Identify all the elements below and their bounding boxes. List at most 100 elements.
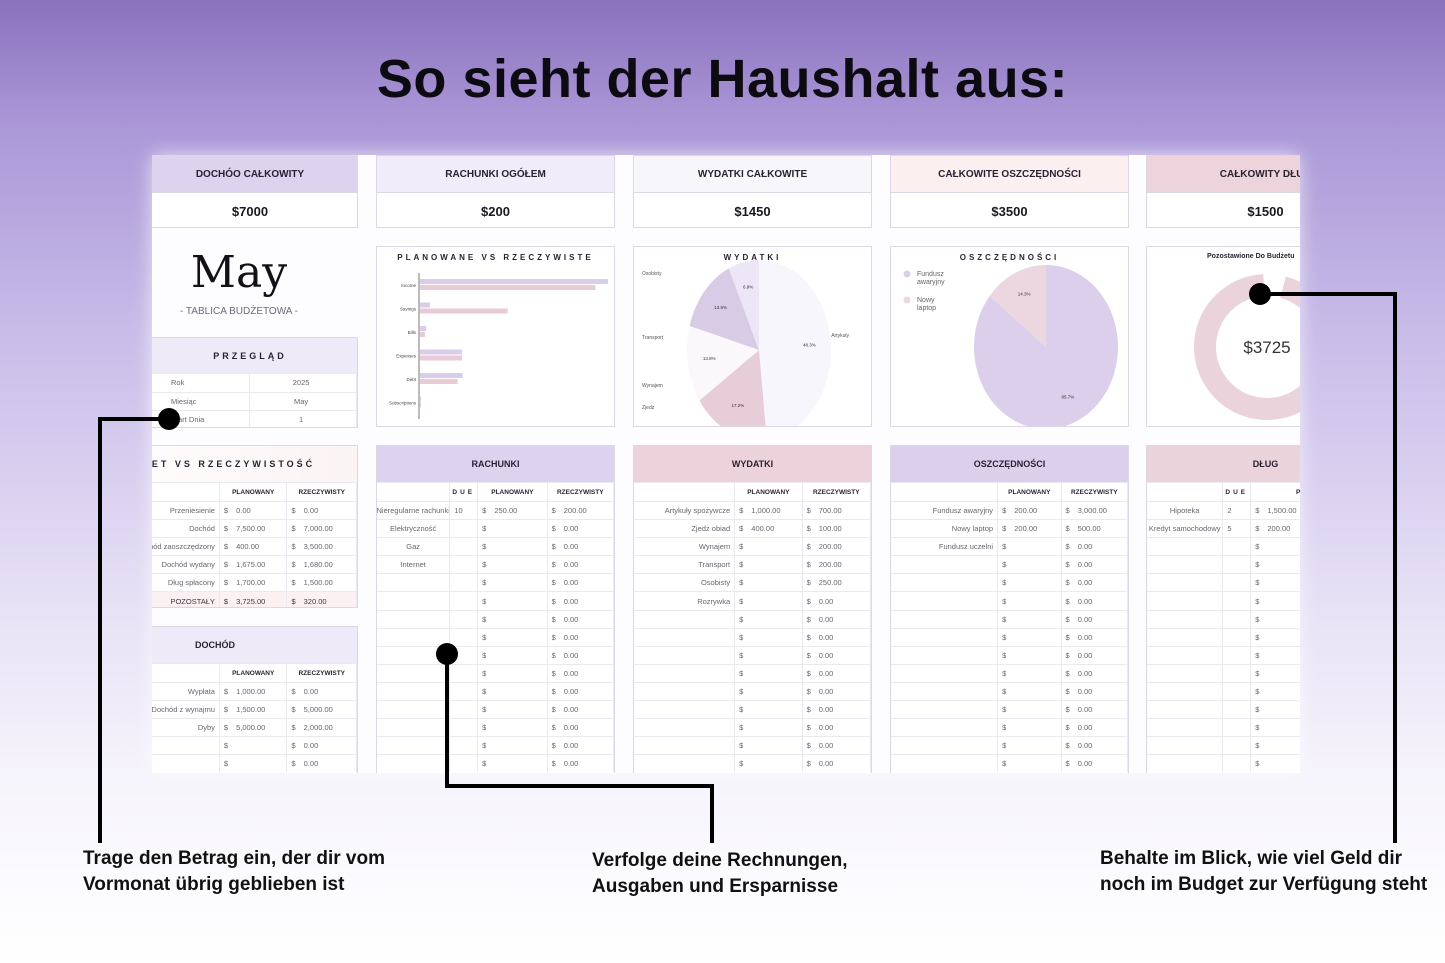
table-cell: [1223, 556, 1252, 574]
row-label: Fundusz awaryjny: [932, 506, 994, 516]
overview-table: PRZEGLĄD Rok 2025 Miesiąc May Start Dnia 1: [152, 337, 358, 428]
table-cell: [634, 682, 736, 701]
cell-value: 2: [1227, 506, 1232, 516]
budget-vs-actual-table: BUDŻET VS RZECZYWISTOŚĆPLANOWANYRZECZYWI…: [152, 445, 358, 608]
table-row: Elektryczność $ $0.00: [377, 519, 614, 538]
table-cell: $700.00: [803, 502, 871, 520]
table-cell: [377, 701, 451, 719]
cell-value: 0.00: [1077, 759, 1093, 769]
table-row: $ $0.00: [377, 663, 614, 682]
table-cell: $0.00: [287, 683, 357, 701]
income-table: DOCHÓD PLANOWANY RZECZYWISTY Wypłata $1,000.…: [152, 626, 358, 773]
table-row: $ $0.00: [891, 591, 1128, 610]
cell-value: 250.00: [818, 578, 842, 588]
cell-value: 0.00: [818, 741, 834, 751]
currency-symbol: $: [551, 723, 556, 733]
table-row: Wynajem $ $200.00: [634, 537, 871, 556]
row-label: Kredyt samochodowy: [1148, 524, 1221, 534]
table-cell: $0.00: [548, 682, 614, 701]
table-row: $ $0.00: [377, 700, 614, 719]
column-header: [152, 483, 220, 501]
table-cell: [1223, 592, 1252, 610]
currency-symbol: $: [1002, 524, 1007, 534]
cell-value: 0.00: [563, 668, 579, 678]
month-title: May: [190, 247, 288, 298]
table-cell: $0.00: [1062, 538, 1128, 556]
table-cell: $: [478, 592, 548, 610]
bar: [420, 279, 608, 284]
row-label: Fundusz uczelni: [938, 542, 994, 552]
table-cell: [450, 664, 479, 682]
table-row: Kredyt samochodowy 5 $200.00: [1147, 519, 1300, 538]
table-cell: $0.00: [548, 520, 614, 538]
table-cell: $: [478, 646, 548, 664]
table-cell: Wynajem: [634, 538, 736, 556]
table-cell: [1223, 610, 1252, 628]
cell-value: 0.00: [1077, 723, 1093, 733]
table-row: Zjedz obiad $400.00 $100.00: [634, 519, 871, 538]
pie-slice: [699, 350, 766, 426]
currency-symbol: $: [739, 668, 744, 678]
currency-symbol: $: [223, 560, 229, 570]
table-cell: $: [998, 646, 1062, 664]
row-label: Osobisty: [700, 578, 731, 588]
pie-slice: [759, 260, 831, 426]
table-cell: $200.00: [1251, 520, 1300, 537]
row-label: Dochód z wynajmu: [152, 705, 215, 715]
table-title: OSZCZĘDNOŚCI: [891, 446, 1128, 482]
table-row: $ $0.00: [377, 754, 614, 773]
table-cell: [450, 610, 479, 628]
table-row: $: [1147, 645, 1300, 664]
savings-table: OSZCZĘDNOŚCI PLANOWANY RZECZYWISTY Fundusz …: [890, 445, 1129, 773]
currency-symbol: $: [551, 741, 556, 751]
table-cell: [450, 682, 479, 701]
currency-symbol: $: [1065, 524, 1070, 534]
table-cell: $: [735, 755, 803, 773]
table-cell: $: [478, 628, 548, 646]
cell-value: 1,000.00: [751, 506, 781, 516]
table-row: $ $0.00: [891, 555, 1128, 574]
table-cell: [450, 755, 479, 773]
row-label: Wynajem: [698, 542, 731, 552]
legend-swatch: [903, 296, 911, 304]
table-row: Transport $ $200.00: [634, 555, 871, 574]
bar: [420, 349, 462, 355]
currency-symbol: $: [291, 542, 296, 552]
currency-symbol: $: [1065, 542, 1070, 552]
row-label: Artykuły spożywcze: [664, 506, 731, 516]
currency-symbol: $: [551, 614, 556, 624]
currency-symbol: $: [1002, 668, 1007, 678]
table-cell: Hipoteka: [1147, 502, 1224, 520]
table-cell: 2: [1223, 502, 1252, 520]
currency-symbol: $: [1065, 650, 1070, 660]
table-cell: [450, 520, 479, 538]
currency-symbol: $: [1255, 759, 1260, 769]
column-header: [152, 664, 220, 682]
table-cell: $0.00: [548, 646, 614, 664]
table-cell: $: [735, 628, 803, 646]
table-cell: $1,675.00: [220, 556, 288, 574]
table-cell: $100.00: [803, 520, 871, 538]
table-row: $ $0.00: [377, 681, 614, 701]
currency-symbol: $: [1002, 506, 1007, 516]
chart-title: PLANOWANE VS RZECZYWISTE: [397, 253, 594, 262]
currency-symbol: $: [739, 686, 744, 696]
table-row: Hipoteka 2 $1,500.00: [1147, 501, 1300, 520]
cell-value: 0.00: [818, 705, 834, 715]
table-cell: $0.00: [803, 755, 871, 773]
slice-percent-label: 17.2%: [731, 403, 744, 408]
chart-title: Pozostawione Do Budżetu: [1207, 253, 1295, 260]
currency-symbol: $: [1002, 632, 1007, 642]
table-cell: $250.00: [803, 574, 871, 592]
table-row: $ $0.00: [891, 627, 1128, 646]
overview-label: Rok: [152, 374, 251, 392]
cell-value: 0.00: [1077, 650, 1093, 660]
cell-value: 200.00: [563, 506, 587, 516]
table-cell: [1147, 556, 1224, 574]
cell-value: 400.00: [236, 542, 260, 552]
currency-symbol: $: [806, 741, 811, 751]
currency-symbol: $: [1065, 759, 1070, 769]
table-cell: [1147, 592, 1224, 610]
cell-value: 0.00: [818, 723, 834, 733]
cell-value: 0.00: [563, 705, 579, 715]
